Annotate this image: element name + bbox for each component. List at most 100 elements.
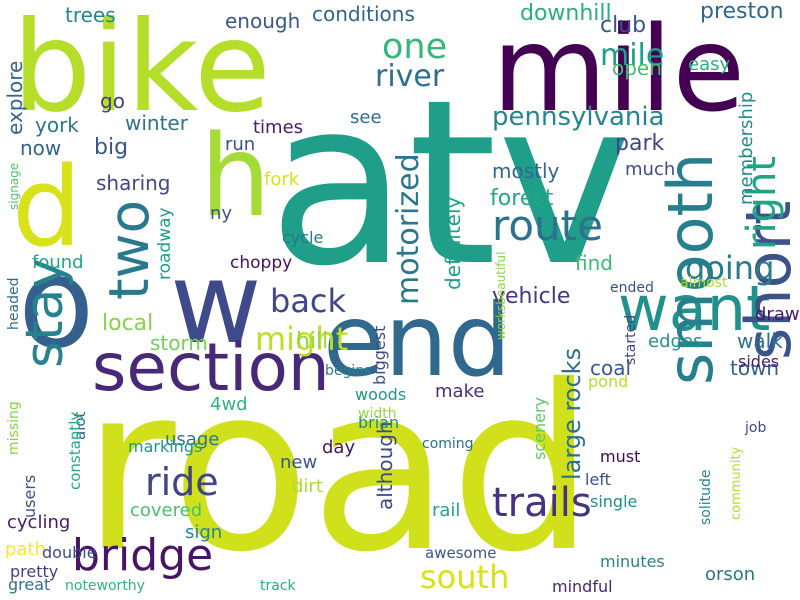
cloud-word: markings xyxy=(128,437,202,456)
cloud-word: see xyxy=(350,107,382,128)
cloud-word: walk xyxy=(737,329,783,353)
cloud-word: draw xyxy=(755,304,800,325)
cloud-word: cycle xyxy=(282,228,323,247)
cloud-word: h xyxy=(200,112,271,242)
cloud-word: town xyxy=(730,356,779,380)
cloud-word: conditions xyxy=(312,2,415,26)
cloud-word: coal xyxy=(590,356,631,380)
cloud-word: local xyxy=(102,311,153,336)
cloud-word: sides xyxy=(738,352,779,371)
cloud-word: alot xyxy=(71,411,89,440)
cloud-word: day xyxy=(322,437,355,458)
cloud-word: go xyxy=(100,89,125,113)
cloud-word: road xyxy=(82,336,595,600)
cloud-word: back xyxy=(270,282,347,320)
cloud-word: left xyxy=(585,470,611,489)
cloud-word: membership xyxy=(736,92,757,205)
cloud-word: easy xyxy=(688,54,730,75)
cloud-word: great xyxy=(8,575,50,594)
cloud-word: cycling xyxy=(7,512,70,533)
cloud-word: although xyxy=(373,421,397,510)
cloud-word: fork xyxy=(264,169,300,190)
cloud-word: vehicle xyxy=(492,284,570,309)
cloud-word: storm xyxy=(150,331,208,355)
cloud-word: d xyxy=(12,143,82,271)
cloud-word: enough xyxy=(225,9,300,33)
cloud-word: right xyxy=(739,156,785,250)
cloud-word: motorized xyxy=(391,153,426,305)
cloud-word: explore xyxy=(3,61,27,135)
cloud-word: now xyxy=(20,136,61,160)
cloud-word: found xyxy=(32,252,84,273)
cloud-word: stay xyxy=(15,258,75,368)
cloud-word: w xyxy=(170,239,262,369)
cloud-word: much xyxy=(625,159,675,180)
cloud-word: preston xyxy=(700,0,784,24)
cloud-word: mindful xyxy=(552,577,613,596)
cloud-word: river xyxy=(375,59,445,94)
cloud-word: winter xyxy=(125,111,189,135)
cloud-word: pond xyxy=(588,372,628,391)
cloud-word: coming xyxy=(422,436,474,452)
cloud-word: hill xyxy=(296,329,328,354)
cloud-word: community xyxy=(729,446,744,520)
cloud-word: mile xyxy=(600,38,664,73)
cloud-word: big xyxy=(94,135,128,160)
cloud-word: downhill xyxy=(520,1,612,26)
cloud-word: users xyxy=(20,475,39,518)
cloud-word: end xyxy=(323,282,511,399)
cloud-word: large rocks xyxy=(558,348,586,480)
cloud-word: minutes xyxy=(600,552,665,571)
cloud-word: one xyxy=(382,27,447,67)
cloud-word: sharing xyxy=(96,171,171,195)
cloud-word: two xyxy=(97,200,161,300)
cloud-word: bike xyxy=(12,0,271,140)
cloud-word: double xyxy=(42,543,97,562)
cloud-word: signage xyxy=(7,163,21,210)
cloud-word: awesome xyxy=(425,544,497,562)
cloud-word: pretty xyxy=(10,562,58,581)
cloud-word: almost xyxy=(680,275,728,291)
cloud-word: scenery xyxy=(530,397,549,460)
cloud-word: times xyxy=(253,117,303,138)
cloud-word: biggest xyxy=(370,326,389,385)
cloud-word: woods xyxy=(355,385,406,404)
cloud-word: want xyxy=(618,272,770,345)
cloud-word: roadway xyxy=(155,207,175,280)
cloud-word: rail xyxy=(432,500,460,521)
cloud-word: trails xyxy=(492,480,592,526)
cloud-word: usage xyxy=(165,429,219,450)
cloud-word: might xyxy=(255,320,348,358)
cloud-word: choppy xyxy=(230,253,292,273)
cloud-word: club xyxy=(600,13,646,38)
cloud-word: mile xyxy=(492,0,745,138)
cloud-word: must xyxy=(600,447,640,466)
cloud-word: smooth xyxy=(654,153,727,385)
cloud-word: definitely xyxy=(441,196,465,290)
cloud-word: begins xyxy=(325,363,371,379)
cloud-word: atv xyxy=(268,50,632,316)
cloud-word: pennsylvania xyxy=(492,102,665,132)
cloud-word: section xyxy=(92,329,330,406)
cloud-word: constantly xyxy=(66,412,84,490)
cloud-word: missing xyxy=(6,401,22,455)
cloud-word: find xyxy=(575,251,613,275)
cloud-word: south xyxy=(420,558,509,596)
cloud-word: track xyxy=(260,578,297,594)
cloud-word: edges xyxy=(648,331,702,352)
cloud-word: open xyxy=(612,56,662,80)
cloud-word: park xyxy=(615,131,664,156)
cloud-word: route xyxy=(492,201,603,250)
cloud-word: trees xyxy=(65,3,116,27)
cloud-word: going xyxy=(685,249,774,287)
cloud-word: orson xyxy=(705,564,755,585)
cloud-word: run xyxy=(225,134,255,155)
cloud-word: brian xyxy=(358,413,399,432)
cloud-word: 4wd xyxy=(210,394,248,415)
cloud-word: single xyxy=(590,492,637,511)
cloud-word: forest xyxy=(490,186,554,211)
cloud-word: make xyxy=(435,381,484,402)
cloud-word: dirt xyxy=(292,476,323,497)
